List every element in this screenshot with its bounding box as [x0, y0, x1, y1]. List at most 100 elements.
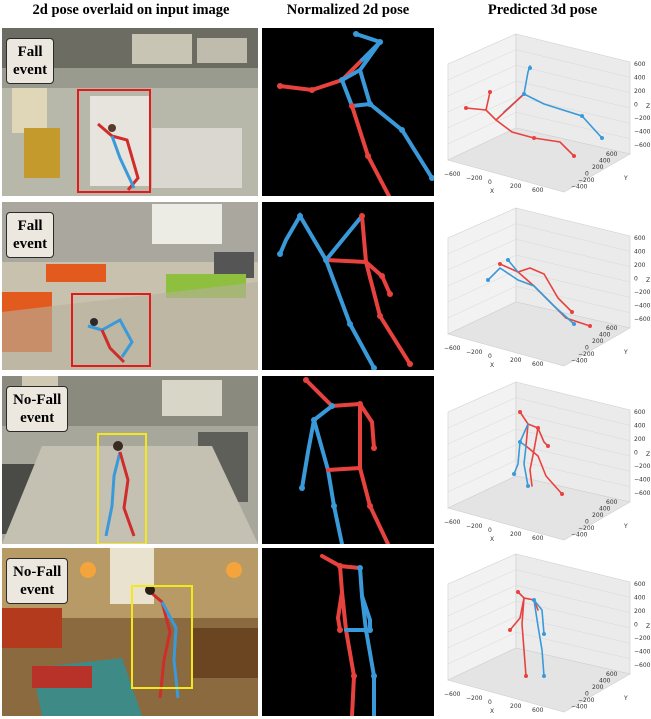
y-tick-label: 0	[585, 691, 589, 698]
predicted-3d-pose-1: 600 400 200 0 −200 −400 −600 Z −600 −200 0 200 600 X 6…	[434, 28, 651, 196]
z-tick-label: 200	[634, 436, 646, 443]
y-tick-label: 0	[585, 345, 589, 352]
z-tick-label: 400	[634, 75, 646, 82]
y-axis-label: Y	[623, 175, 628, 182]
x-axis-label: X	[490, 188, 494, 195]
z-tick-label: 0	[634, 450, 638, 457]
grid-line	[447, 239, 517, 271]
z-tick-label: −600	[634, 662, 651, 669]
y-tick-label: 400	[599, 506, 611, 513]
x-tick-label: −600	[444, 171, 461, 178]
grid-line	[515, 80, 631, 109]
x-tick-label: 200	[510, 357, 522, 364]
x-tick-label: 600	[532, 535, 544, 542]
grid-line	[515, 112, 631, 139]
event-label-line2: event	[20, 582, 55, 598]
y-axis-label: Y	[623, 349, 628, 356]
row-2: Fall event 600 400 200 0 −200 −400 −600 Z −600 −20…	[0, 202, 651, 370]
event-label: Fall event	[6, 38, 55, 84]
header-col1: 2d pose overlaid on input image	[32, 2, 230, 18]
x-tick-label: 600	[532, 187, 544, 194]
x-tick-label: 600	[532, 361, 544, 368]
floor-pane	[447, 475, 631, 541]
grid-line	[447, 254, 517, 287]
grid-line	[447, 600, 517, 633]
grid-line	[515, 286, 631, 313]
grid-line	[515, 460, 631, 487]
grid-line	[515, 444, 631, 472]
y-tick-label: 400	[599, 678, 611, 685]
y-tick-label: −200	[578, 525, 595, 532]
grid-line	[515, 49, 631, 78]
grid-line	[447, 96, 517, 129]
y-tick-label: −200	[578, 177, 595, 184]
normalized-pose-1	[262, 28, 434, 196]
event-label-line1: Fall	[17, 44, 43, 60]
header-col3: Predicted 3d pose	[487, 2, 598, 18]
z-tick-label: −200	[634, 289, 651, 296]
z-tick-label: −600	[634, 316, 651, 323]
z-tick-label: −200	[634, 115, 651, 122]
grid-line	[515, 428, 631, 457]
predicted-3d-pose-3: 600 400 200 0 −200 −400 −600 Z −600 −200 0 200 600 X 6…	[434, 376, 651, 544]
event-label: Fall event	[6, 212, 55, 258]
predicted-3d-pose-4: 600 400 200 0 −200 −400 −600 Z −600 −200 0 200 600 X 6…	[434, 548, 651, 716]
grid-line	[447, 632, 517, 665]
grid-line	[447, 460, 517, 493]
x-tick-label: 0	[488, 179, 492, 186]
y-tick-label: 400	[599, 332, 611, 339]
x-tick-label: −600	[444, 691, 461, 698]
grid-line	[515, 397, 631, 426]
event-label-line1: No-Fall	[13, 392, 62, 408]
event-label-line1: No-Fall	[13, 564, 62, 580]
y-tick-label: −400	[571, 184, 588, 191]
grid-line	[447, 428, 517, 461]
grid-line	[515, 585, 631, 613]
z-tick-label: 600	[634, 61, 646, 68]
y-tick-label: 600	[606, 325, 618, 332]
x-tick-label: 0	[488, 527, 492, 534]
grid-line	[447, 80, 517, 113]
y-axis-label: Y	[623, 523, 628, 530]
x-axis-label: X	[490, 536, 494, 543]
z-tick-label: −600	[634, 490, 651, 497]
input-image-2	[2, 202, 258, 370]
grid-line	[447, 569, 517, 601]
grid-line	[447, 223, 517, 255]
grid-line	[447, 444, 517, 477]
y-tick-label: 600	[606, 151, 618, 158]
floor-pane	[447, 301, 631, 367]
x-axis-label: X	[490, 362, 494, 369]
event-label-line2: event	[13, 236, 48, 252]
z-axis-label: Z	[646, 277, 650, 284]
y-axis-label: Y	[623, 695, 628, 702]
grid-line	[447, 397, 517, 429]
x-tick-label: −200	[466, 523, 483, 530]
grid-line	[447, 65, 517, 97]
z-axis-label: Z	[646, 451, 650, 458]
y-tick-label: 400	[599, 158, 611, 165]
event-label: No-Fall event	[6, 558, 69, 604]
y-tick-label: −200	[578, 697, 595, 704]
floor-pane	[447, 647, 631, 713]
y-tick-label: 600	[606, 671, 618, 678]
z-tick-label: 0	[634, 622, 638, 629]
event-label: No-Fall event	[6, 386, 69, 432]
row-1: Fall event 600 400 200 0 −200 −400 −600 Z −600 −20…	[0, 28, 651, 196]
floor-pane	[447, 127, 631, 193]
x-tick-label: −200	[466, 349, 483, 356]
x-tick-label: 0	[488, 353, 492, 360]
z-tick-label: 400	[634, 423, 646, 430]
predicted-3d-pose-2: 600 400 200 0 −200 −400 −600 Z −600 −200 0 200 600 X 6…	[434, 202, 651, 370]
x-tick-label: 200	[510, 531, 522, 538]
event-label-line2: event	[13, 62, 48, 78]
z-tick-label: −400	[634, 303, 651, 310]
y-tick-label: −400	[571, 532, 588, 539]
y-tick-label: 600	[606, 499, 618, 506]
x-tick-label: 600	[532, 707, 544, 714]
y-tick-label: 0	[585, 519, 589, 526]
z-tick-label: 600	[634, 235, 646, 242]
grid-line	[447, 413, 517, 445]
grid-line	[515, 413, 631, 441]
grid-line	[515, 239, 631, 267]
